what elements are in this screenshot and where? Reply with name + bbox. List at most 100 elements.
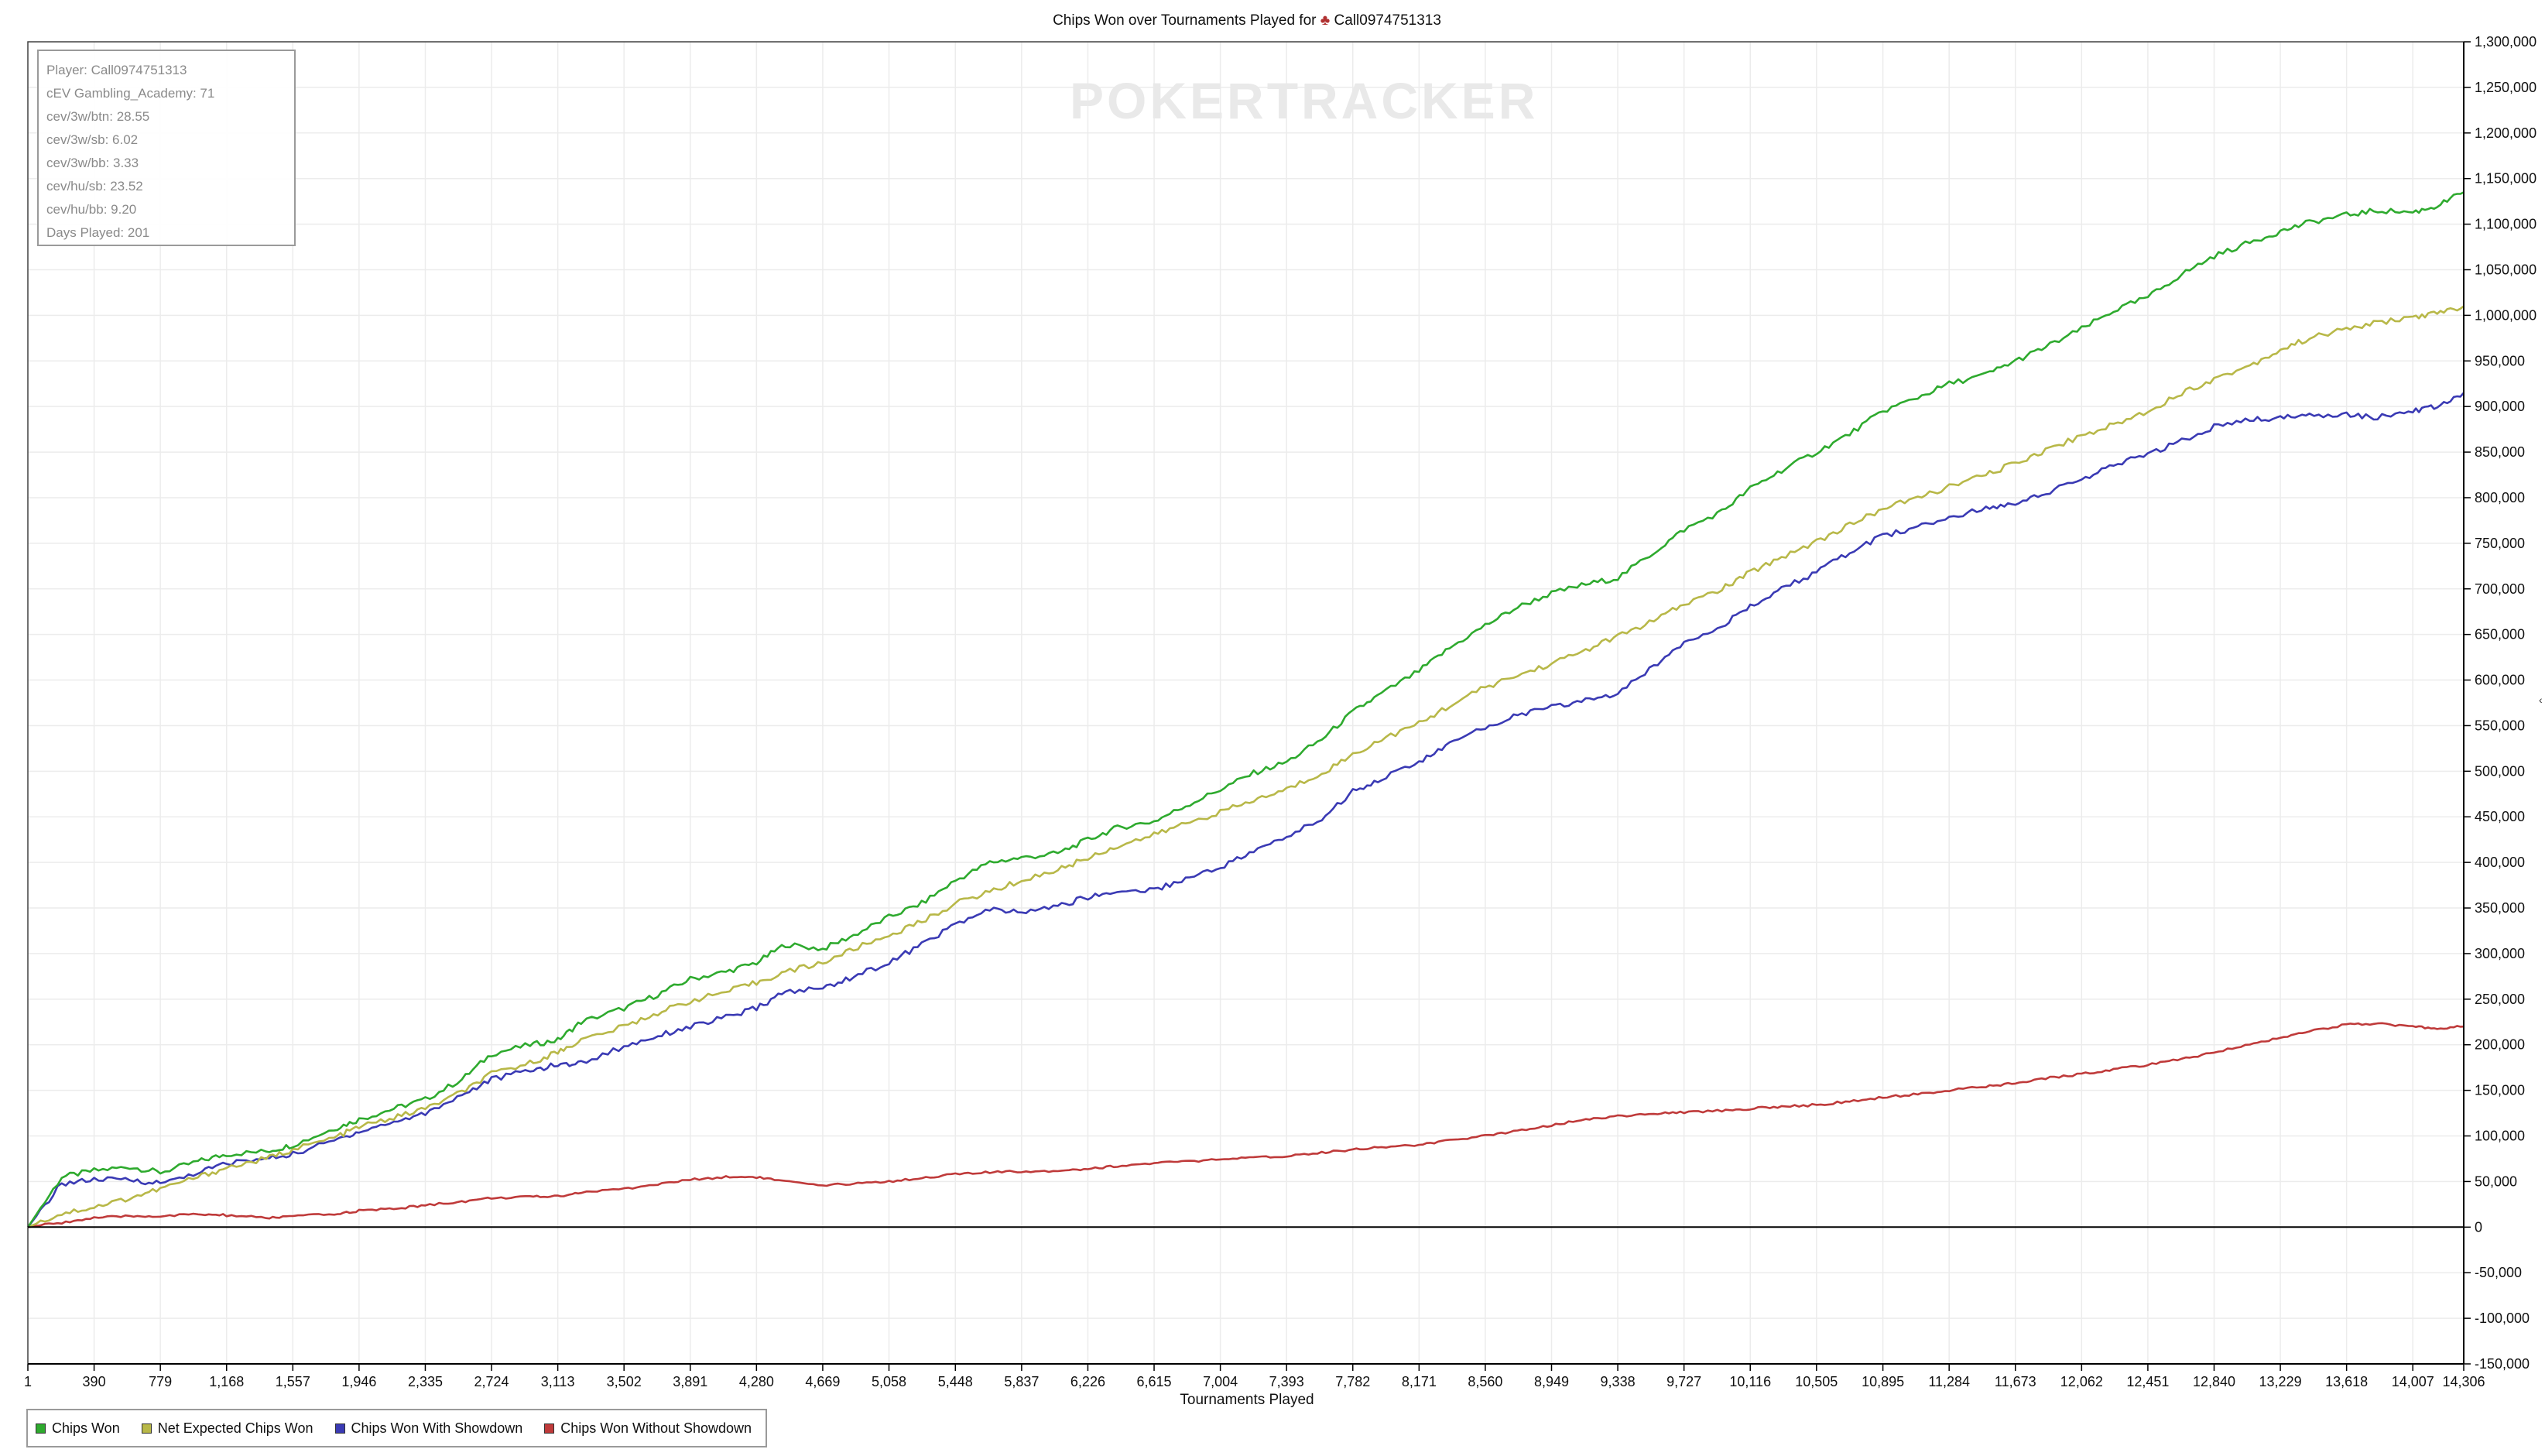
y-tick-label: 1,250,000: [2475, 80, 2536, 95]
y-tick-label: 900,000: [2475, 399, 2525, 414]
legend-item-chips-won-without-showdown[interactable]: Chips Won Without Showdown: [544, 1420, 752, 1437]
chart-title: Chips Won over Tournaments Played for ♣ …: [1053, 12, 1441, 29]
y-tick-label: 350,000: [2475, 900, 2525, 916]
info-cev-3w-bb: cev/3w/bb: 3.33: [46, 156, 139, 170]
x-tick-label: 1,946: [341, 1374, 376, 1389]
x-tick-label: 13,618: [2325, 1374, 2368, 1389]
info-player: Player: Call0974751313: [46, 63, 187, 77]
info-cev-3w-btn: cev/3w/btn: 28.55: [46, 109, 150, 124]
y-tick-label: 250,000: [2475, 992, 2525, 1007]
poker-chip-icon: ♣: [1320, 12, 1334, 29]
y-tick-label: 300,000: [2475, 946, 2525, 961]
y-tick-label: 750,000: [2475, 536, 2525, 551]
legend-swatch: [141, 1423, 152, 1434]
x-tick-label: 7,782: [1335, 1374, 1370, 1389]
x-tick-label: 9,727: [1666, 1374, 1701, 1389]
y-tick-label: 950,000: [2475, 353, 2525, 368]
x-tick-label: 8,560: [1468, 1374, 1502, 1389]
y-tick-label: 100,000: [2475, 1129, 2525, 1144]
y-tick-label: 550,000: [2475, 718, 2525, 733]
info-days-played: Days Played: 201: [46, 225, 150, 240]
series-line-chips-won-without-showdown: [27, 1022, 2465, 1228]
y-tick-label: 700,000: [2475, 581, 2525, 597]
x-tick-label: 11,284: [1928, 1374, 1970, 1389]
legend-swatch: [544, 1423, 555, 1434]
y-tick-label: -50,000: [2475, 1265, 2522, 1280]
x-tick-label: 2,335: [408, 1374, 443, 1389]
pokertracker-watermark: POKERTRACKER: [1070, 72, 1539, 129]
x-tick-label: 12,451: [2126, 1374, 2169, 1389]
x-tick-label: 8,949: [1534, 1374, 1569, 1389]
y-tick-label: 800,000: [2475, 490, 2525, 505]
info-cev-hu-bb: cev/hu/bb: 9.20: [46, 202, 137, 217]
chart-title-text: Chips Won over Tournaments Played for: [1053, 12, 1320, 29]
x-tick-label: 4,280: [739, 1374, 774, 1389]
y-tick-label: 200,000: [2475, 1037, 2525, 1053]
y-tick-label: 1,150,000: [2475, 171, 2536, 187]
x-tick-label: 6,615: [1137, 1374, 1172, 1389]
series-line-net-expected-chips-won: [27, 305, 2465, 1228]
y-tick-label: 1,000,000: [2475, 307, 2536, 323]
y-tick-label: 500,000: [2475, 763, 2525, 779]
x-tick-label: 12,840: [2193, 1374, 2235, 1389]
legend-swatch: [334, 1423, 345, 1434]
x-tick-label: 14,306: [2442, 1374, 2485, 1389]
resize-handle-icon[interactable]: ‹: [2539, 694, 2543, 706]
x-tick-label: 10,116: [1729, 1374, 1771, 1389]
plot-frame: [27, 41, 2465, 1365]
x-tick-label: 5,058: [872, 1374, 906, 1389]
y-tick-label: -100,000: [2475, 1310, 2530, 1326]
info-cev-3w-sb: cev/3w/sb: 6.02: [46, 132, 139, 147]
grid: [27, 41, 2465, 1365]
y-tick-label: 150,000: [2475, 1083, 2525, 1098]
y-tick-label: 1,100,000: [2475, 217, 2536, 232]
info-cev-gambling-academy: cEV Gambling_Academy: 71: [46, 86, 215, 101]
y-tick-label: 1,300,000: [2475, 34, 2536, 50]
y-tick-label: 50,000: [2475, 1173, 2517, 1189]
series-line-chips-won: [26, 191, 2465, 1228]
x-tick-label: 1,168: [209, 1374, 244, 1389]
legend-label: Chips Won Without Showdown: [560, 1420, 752, 1436]
y-tick-label: -150,000: [2475, 1356, 2530, 1372]
x-tick-label: 5,448: [938, 1374, 973, 1389]
legend-item-chips-won[interactable]: Chips Won: [36, 1420, 120, 1437]
legend-label: Chips Won With Showdown: [351, 1420, 523, 1436]
x-tick-label: 390: [83, 1374, 106, 1389]
x-tick-label: 5,837: [1004, 1374, 1039, 1389]
x-tick-label: 779: [149, 1374, 172, 1389]
x-tick-label: 14,007: [2392, 1374, 2434, 1389]
legend-item-chips-won-with-showdown[interactable]: Chips Won With Showdown: [334, 1420, 523, 1437]
x-axis-label: Tournaments Played: [1180, 1392, 1314, 1408]
x-tick-label: 13,229: [2259, 1374, 2302, 1389]
x-tick-label: 11,673: [1995, 1374, 2036, 1389]
x-tick-label: 9,338: [1601, 1374, 1636, 1389]
legend: Chips Won Net Expected Chips Won Chips W…: [26, 1409, 768, 1447]
y-tick-label: 650,000: [2475, 627, 2525, 642]
axes: 1 390 779 1,168 1,557 1,946 2,335 2,724 3,113 3,5…: [24, 34, 2536, 1389]
x-tick-label: 1: [24, 1374, 32, 1389]
x-tick-label: 4,669: [805, 1374, 840, 1389]
x-tick-label: 7,393: [1269, 1374, 1304, 1389]
x-tick-label: 3,891: [673, 1374, 707, 1389]
x-tick-label: 2,724: [474, 1374, 509, 1389]
legend-swatch: [36, 1423, 46, 1434]
series-lines: [26, 191, 2465, 1228]
y-tick-label: 1,200,000: [2475, 125, 2536, 141]
y-tick-label: 850,000: [2475, 444, 2525, 460]
x-tick-label: 10,895: [1862, 1374, 1904, 1389]
x-tick-label: 7,004: [1203, 1374, 1238, 1389]
x-tick-label: 6,226: [1070, 1374, 1105, 1389]
series-line-chips-won-with-showdown: [26, 392, 2465, 1228]
info-cev-hu-sb: cev/hu/sb: 23.52: [46, 179, 143, 194]
y-tick-label: 400,000: [2475, 855, 2525, 870]
y-tick-label: 450,000: [2475, 809, 2525, 824]
y-tick-label: 0: [2475, 1219, 2482, 1235]
x-tick-label: 1,557: [276, 1374, 310, 1389]
x-tick-label: 10,505: [1795, 1374, 1838, 1389]
x-tick-label: 3,113: [541, 1374, 575, 1389]
y-tick-label: 600,000: [2475, 673, 2525, 688]
x-tick-label: 8,171: [1402, 1374, 1437, 1389]
y-tick-label: 1,050,000: [2475, 262, 2536, 277]
x-tick-label: 12,062: [2060, 1374, 2103, 1389]
legend-item-net-expected-chips-won[interactable]: Net Expected Chips Won: [141, 1420, 313, 1437]
